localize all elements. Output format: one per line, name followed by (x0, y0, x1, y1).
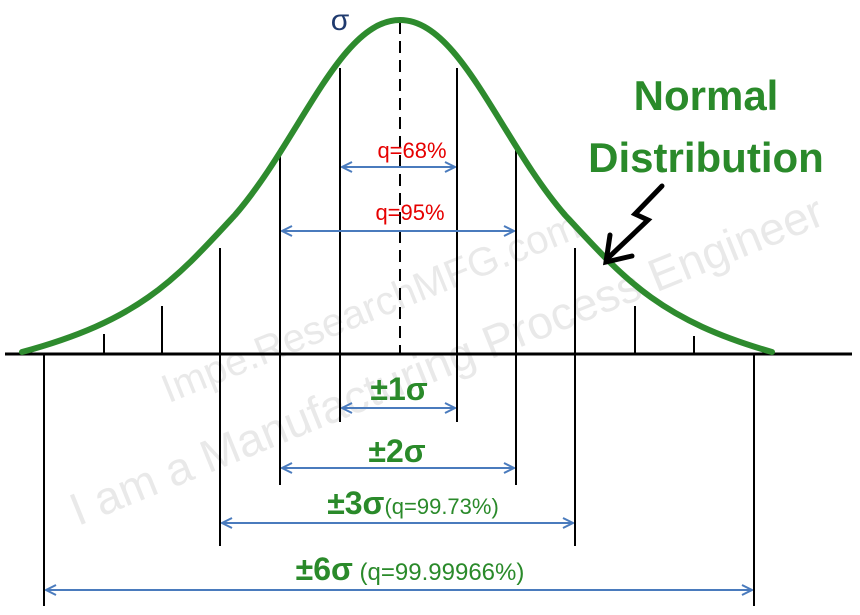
label-q95: q=95% (375, 200, 444, 225)
axis-ticks (103, 306, 695, 354)
sigma-label: σ (331, 4, 350, 37)
watermark-text: I am a Manufacturing Process Engineer (62, 185, 831, 536)
label-1sigma: ±1σ (370, 371, 427, 407)
bottom-arrows (46, 408, 752, 590)
label-q68: q=68% (377, 138, 446, 163)
label-6sigma-q: (q=99.99966%) (353, 559, 524, 586)
bell-curve (19, 16, 775, 355)
label-3sigma-group: ±3σ(q=99.73%) (327, 485, 499, 521)
label-6sigma-group: ±6σ (q=99.99966%) (296, 551, 525, 587)
label-6sigma: ±6σ (296, 551, 353, 587)
label-3sigma-q: (q=99.73%) (384, 494, 498, 519)
inner-arrows (282, 167, 514, 231)
title-line2: Distribution (588, 134, 824, 181)
sigma-lines (43, 68, 755, 606)
title-line1: Normal (634, 72, 779, 119)
label-2sigma: ±2σ (368, 433, 425, 469)
label-3sigma: ±3σ (327, 485, 384, 521)
lightning-arrow-icon (602, 183, 665, 266)
